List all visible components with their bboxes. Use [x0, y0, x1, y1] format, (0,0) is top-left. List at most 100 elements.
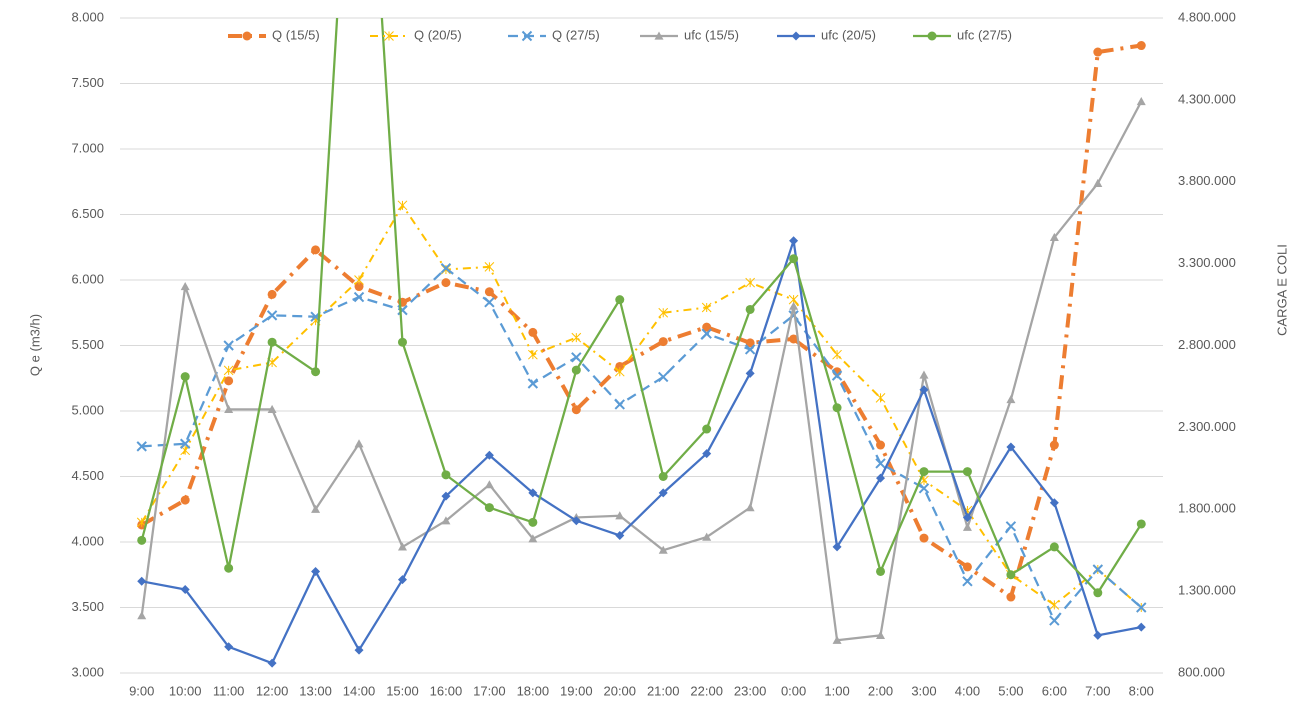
- marker: [918, 483, 930, 494]
- series-line: [140, 204, 1142, 609]
- marker: [528, 517, 538, 527]
- x-tick-label: 3:00: [911, 683, 936, 698]
- marker: [658, 337, 668, 347]
- x-tick-label: 10:00: [169, 683, 202, 698]
- marker: [745, 503, 755, 512]
- x-tick-label: 14:00: [343, 683, 376, 698]
- marker: [224, 376, 234, 386]
- marker: [658, 472, 668, 481]
- marker: [571, 405, 581, 415]
- marker: [311, 504, 321, 513]
- marker: [702, 322, 712, 332]
- marker: [1006, 592, 1016, 602]
- marker: [354, 275, 364, 285]
- marker: [658, 545, 668, 554]
- marker: [1006, 442, 1016, 452]
- y-tick-label: 4.000: [71, 533, 104, 548]
- y-tick-label: 3.500: [71, 599, 104, 614]
- marker: [397, 337, 407, 347]
- marker: [876, 440, 886, 450]
- marker: [702, 424, 712, 434]
- y2-tick-label: 4.800.000: [1178, 9, 1236, 24]
- marker: [832, 349, 842, 360]
- marker: [353, 291, 365, 303]
- legend-label: ufc (15/5): [684, 27, 739, 42]
- marker: [702, 449, 712, 459]
- marker: [745, 277, 755, 288]
- marker: [962, 562, 972, 572]
- marker: [137, 576, 147, 586]
- y-tick-label: 7.000: [71, 140, 104, 155]
- marker: [1093, 588, 1103, 598]
- grid: [120, 17, 1163, 674]
- marker: [962, 522, 972, 531]
- marker: [962, 467, 972, 477]
- marker: [528, 488, 538, 498]
- marker: [745, 368, 755, 378]
- legend-label: Q (20/5): [414, 27, 462, 42]
- legend-label: Q (27/5): [552, 27, 600, 42]
- marker: [528, 534, 538, 543]
- marker: [354, 645, 364, 655]
- marker: [441, 278, 451, 288]
- marker: [832, 542, 842, 552]
- marker: [1092, 564, 1104, 575]
- marker: [521, 30, 533, 42]
- marker: [919, 385, 929, 395]
- marker: [484, 297, 495, 308]
- y2-tick-label: 3.800.000: [1178, 173, 1236, 188]
- marker: [484, 262, 495, 272]
- y-tick-label: 5.500: [71, 337, 104, 352]
- marker: [441, 516, 451, 525]
- marker: [267, 658, 277, 668]
- marker: [440, 263, 452, 274]
- marker: [571, 365, 581, 375]
- y2-tick-label: 1.300.000: [1178, 583, 1236, 598]
- series-line: [141, 267, 1143, 622]
- marker: [832, 403, 842, 413]
- x-tick-label: 20:00: [603, 683, 636, 698]
- marker: [311, 367, 321, 377]
- y2-tick-label: 1.800.000: [1178, 501, 1236, 516]
- x-tick-label: 12:00: [256, 683, 289, 698]
- marker: [180, 282, 190, 291]
- x-tick-label: 11:00: [213, 683, 245, 698]
- marker: [571, 516, 581, 526]
- x-tick-label: 22:00: [690, 683, 723, 698]
- series-line: [140, 100, 1143, 642]
- series-line: [141, 239, 1142, 665]
- marker: [919, 533, 929, 543]
- marker: [789, 254, 799, 264]
- marker: [789, 334, 799, 344]
- marker: [614, 399, 625, 410]
- marker: [571, 352, 582, 363]
- marker: [242, 31, 252, 41]
- y2-axis-title: CARGA E COLI: [1274, 244, 1289, 336]
- marker: [789, 301, 799, 310]
- y-tick-label: 7.500: [71, 75, 104, 90]
- marker: [791, 31, 801, 41]
- x-tick-label: 6:00: [1042, 683, 1067, 698]
- legend: Q (15/5) Q (20/5) Q (27/5) ufc (15/5) ufc (2…: [228, 27, 1012, 42]
- y2-tick-label: 2.300.000: [1178, 419, 1236, 434]
- x-tick-label: 0:00: [781, 683, 806, 698]
- legend-label: ufc (20/5): [821, 27, 876, 42]
- marker: [179, 438, 191, 449]
- y2-tick-label: 800.000: [1178, 664, 1225, 679]
- marker: [745, 338, 755, 348]
- x-tick-label: 7:00: [1085, 683, 1110, 698]
- marker: [1136, 602, 1147, 613]
- marker: [701, 328, 712, 339]
- x-tick-label: 5:00: [998, 683, 1023, 698]
- marker: [1049, 600, 1060, 610]
- y2-tick-label: 4.300.000: [1178, 91, 1236, 106]
- x-tick-label: 15:00: [386, 683, 419, 698]
- marker: [1049, 440, 1059, 450]
- marker: [875, 458, 886, 469]
- marker: [1006, 395, 1016, 404]
- y-axis-title: Q e (m3/h): [27, 314, 42, 376]
- marker: [311, 245, 321, 255]
- x-tick-label: 16:00: [430, 683, 463, 698]
- marker: [484, 287, 494, 297]
